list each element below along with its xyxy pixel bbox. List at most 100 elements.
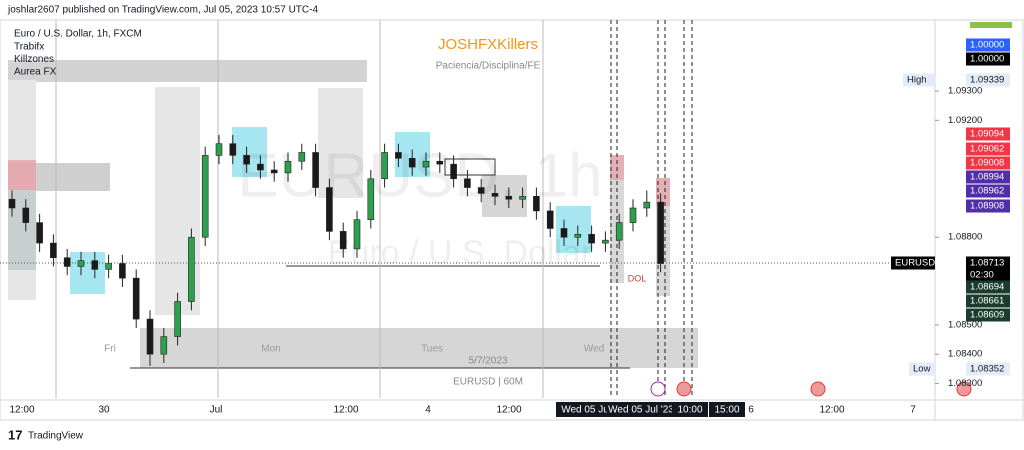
candle-body xyxy=(132,277,140,320)
logo-mark: 17 xyxy=(8,427,22,442)
time-label: 12:00 xyxy=(9,405,34,416)
candle-body xyxy=(574,234,582,238)
chart-frame xyxy=(0,19,1024,421)
killzone xyxy=(70,252,105,294)
y-tick-label: 1.09200 xyxy=(948,115,982,126)
candle-body xyxy=(533,196,540,212)
session-label: Tues xyxy=(421,344,443,355)
candle-body xyxy=(491,193,499,197)
price-tag xyxy=(966,308,1010,322)
candle-body xyxy=(615,222,623,241)
event-icon xyxy=(810,381,826,397)
candle-body xyxy=(188,236,195,302)
candle-body xyxy=(339,231,347,250)
time-tag xyxy=(672,402,708,417)
price-tag-label: 1.08661 xyxy=(970,296,1004,307)
price-tag-label: 1.08908 xyxy=(970,201,1004,212)
price-tag-prefix: Low xyxy=(913,364,931,375)
time-label: 10:00 xyxy=(677,405,702,416)
time-label: 4 xyxy=(425,405,431,416)
candle-body xyxy=(243,155,250,165)
date-label: 5/7/2023 xyxy=(469,356,508,367)
candle-body xyxy=(450,163,457,180)
candle-body xyxy=(270,169,278,174)
candle-body xyxy=(298,152,306,162)
y-tick-label: 1.08800 xyxy=(948,232,982,243)
box xyxy=(444,158,496,176)
watermark-name: Euro / U.S. Dollar xyxy=(328,234,593,272)
y-tick-label: 1.08300 xyxy=(948,378,982,389)
zone xyxy=(656,178,670,206)
price-tag xyxy=(966,280,1010,294)
price-tag-prefix-bg xyxy=(909,362,935,376)
overlays xyxy=(0,20,935,398)
y-tick-label: 1.09300 xyxy=(948,86,982,97)
candle-body xyxy=(8,198,16,209)
price-tag-label: 1.09008 xyxy=(970,158,1004,169)
candle-body xyxy=(229,143,237,156)
price-tag xyxy=(966,127,1010,141)
candle-body xyxy=(395,152,402,159)
legend-symbol: Euro / U.S. Dollar, 1h, FXCM xyxy=(14,29,142,40)
price-tag-label: 1.08609 xyxy=(970,310,1004,321)
candle-body xyxy=(588,234,595,244)
watermark-title: JOSHFXKillers xyxy=(438,36,538,53)
candle-body xyxy=(63,257,71,267)
price-tag xyxy=(966,170,1010,184)
candle-body xyxy=(77,260,85,267)
time-tag xyxy=(709,402,745,417)
price-tag-label: 1.08352 xyxy=(970,364,1004,375)
time-label: 12:00 xyxy=(333,405,358,416)
watermark-symbol: EURUSD, 1h xyxy=(237,141,602,210)
candle-body xyxy=(91,260,99,270)
publisher: joshlar2607 published on TradingView.com… xyxy=(7,5,318,16)
legend-indicator: Aurea FX xyxy=(14,67,57,78)
candle-body xyxy=(312,152,319,188)
candle-body xyxy=(643,201,651,209)
price-tag xyxy=(966,52,1010,66)
indicator-bar xyxy=(970,22,1012,28)
price-tag xyxy=(966,184,1010,198)
symbol-tf-label: EURUSD | 60M xyxy=(453,377,523,388)
candle-body xyxy=(201,155,209,238)
legend-indicator: Trabifx xyxy=(14,42,44,53)
candle-body xyxy=(284,160,292,174)
price-tag-label: 1.08713 xyxy=(970,258,1004,269)
time-label: 12:00 xyxy=(496,405,521,416)
candle-body xyxy=(160,336,168,355)
price-tag-label: 1.09094 xyxy=(970,129,1004,140)
candle-body xyxy=(105,263,112,270)
time-label: 12:00 xyxy=(819,405,844,416)
price-tag-label: 1.09062 xyxy=(970,144,1004,155)
candle-body xyxy=(257,163,264,171)
time-tag xyxy=(556,402,610,417)
candle-body xyxy=(353,219,361,250)
candle-body xyxy=(422,160,430,168)
price-tag xyxy=(966,73,1010,87)
y-tick-label: 1.08400 xyxy=(948,349,982,360)
candle-body xyxy=(146,318,154,355)
price-tag xyxy=(966,268,1010,282)
price-tag-prefix: EURUSD xyxy=(895,258,935,269)
zone xyxy=(8,60,367,82)
candle-body xyxy=(119,263,126,279)
price-tag-label: 1.08694 xyxy=(970,282,1004,293)
price-tag xyxy=(966,294,1010,308)
event-icons xyxy=(650,381,972,397)
candle-body xyxy=(464,178,471,188)
price-tag xyxy=(966,256,1010,270)
zone xyxy=(140,328,698,368)
candle-body xyxy=(629,207,637,223)
price-tag-label: 1.00000 xyxy=(970,40,1004,51)
price-tag-label: 1.08994 xyxy=(970,172,1004,183)
candle-body xyxy=(546,210,554,229)
y-tick-label: 1.08500 xyxy=(948,319,982,330)
price-tag-label: 02:30 xyxy=(970,270,994,281)
candle-body xyxy=(657,201,664,264)
time-label: Jul xyxy=(210,405,223,416)
time-label: Wed 05 Jul '23 xyxy=(608,405,674,416)
candle-body xyxy=(36,222,43,244)
session-label: Fri xyxy=(104,344,116,355)
candle-body xyxy=(367,178,375,220)
